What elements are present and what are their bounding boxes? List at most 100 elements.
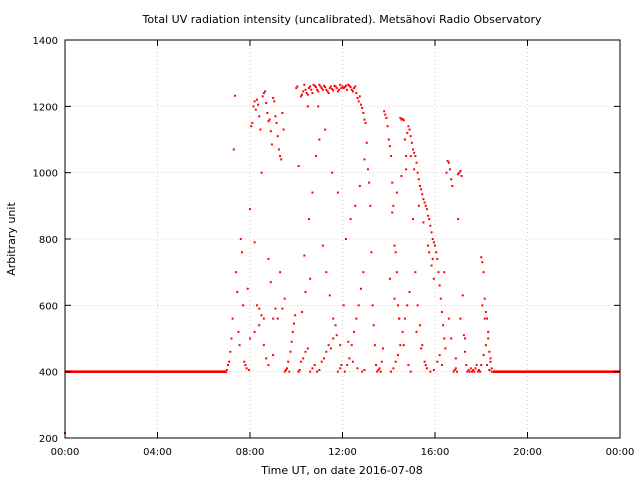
data-point [369, 204, 372, 207]
data-point [225, 369, 228, 372]
data-point [267, 257, 270, 260]
data-point [283, 297, 286, 300]
x-tick-label: 00:00 [606, 447, 635, 458]
data-point [272, 354, 275, 357]
data-point [303, 83, 306, 86]
x-axis-label: Time UT, on date 2016-07-08 [260, 464, 423, 477]
data-point [373, 344, 376, 347]
data-point [460, 174, 463, 177]
data-point [434, 244, 436, 247]
data-point [227, 364, 230, 367]
data-point [329, 347, 332, 350]
data-point [274, 307, 277, 310]
data-point [408, 291, 411, 294]
data-point [406, 304, 409, 307]
data-point [327, 344, 330, 347]
data-point [407, 364, 410, 367]
data-point [412, 148, 415, 151]
data-point [246, 287, 249, 290]
data-point [361, 370, 364, 373]
data-point [318, 138, 321, 141]
data-point [467, 369, 470, 372]
data-point [344, 84, 347, 87]
data-point [358, 95, 361, 98]
data-point [422, 198, 425, 201]
data-point [422, 221, 425, 224]
data-point [443, 271, 446, 274]
data-point [425, 367, 428, 370]
data-point [347, 340, 350, 343]
data-point [262, 344, 265, 347]
data-point [384, 113, 387, 116]
data-point [458, 171, 461, 174]
data-point [486, 317, 489, 320]
data-point [423, 360, 426, 363]
y-tick-label: 400 [39, 368, 58, 379]
data-point [338, 88, 341, 91]
data-point [286, 367, 288, 370]
data-point [321, 88, 324, 91]
data-point [427, 244, 430, 247]
x-tick-labels: 00:00 04:00 08:00 12:00 16:00 20:00 00:00 [51, 447, 635, 458]
data-point [252, 105, 255, 108]
data-point [440, 310, 443, 313]
data-point [260, 171, 263, 174]
data-point [484, 310, 487, 313]
data-point [395, 191, 398, 194]
data-point [302, 90, 305, 93]
data-point [250, 125, 253, 128]
data-point [331, 88, 334, 91]
data-point [472, 369, 475, 372]
data-point [351, 360, 354, 363]
data-point [258, 324, 261, 327]
data-point [397, 354, 399, 357]
data-point [424, 364, 427, 367]
data-point [445, 171, 448, 174]
data-point [309, 277, 312, 280]
data-point [237, 330, 240, 333]
data-point [266, 111, 269, 114]
data-point [299, 95, 302, 98]
data-point [476, 370, 479, 373]
data-point [297, 165, 300, 168]
data-point [394, 251, 397, 254]
data-point [459, 317, 462, 320]
data-point [393, 244, 396, 247]
data-point [413, 151, 416, 154]
data-point [489, 357, 492, 360]
data-point [260, 314, 263, 317]
data-point [428, 251, 431, 254]
data-point [275, 121, 278, 124]
data-point [362, 111, 365, 114]
data-point [413, 168, 416, 171]
data-point [364, 121, 367, 124]
data-point [484, 344, 487, 347]
data-point [236, 291, 239, 294]
data-point [393, 297, 396, 300]
data-point [296, 85, 299, 88]
data-point [402, 344, 405, 347]
data-point [391, 211, 394, 214]
data-point [320, 87, 323, 90]
data-point [471, 370, 473, 373]
data-point [464, 350, 467, 353]
data-point [409, 155, 412, 158]
data-point [306, 93, 309, 96]
data-point [336, 90, 339, 93]
data-point [461, 294, 464, 297]
data-point [249, 208, 251, 211]
data-point [310, 88, 313, 91]
data-point [454, 367, 457, 370]
data-point [325, 271, 328, 274]
data-point [405, 168, 408, 171]
data-point [395, 271, 398, 274]
data-point [354, 204, 357, 207]
data-point [347, 83, 350, 86]
data-point [304, 291, 307, 294]
data-point [438, 284, 441, 287]
data-point [386, 125, 389, 128]
data-point [439, 297, 442, 300]
data-point [481, 261, 484, 264]
data-point [430, 231, 433, 234]
data-point [348, 84, 351, 87]
